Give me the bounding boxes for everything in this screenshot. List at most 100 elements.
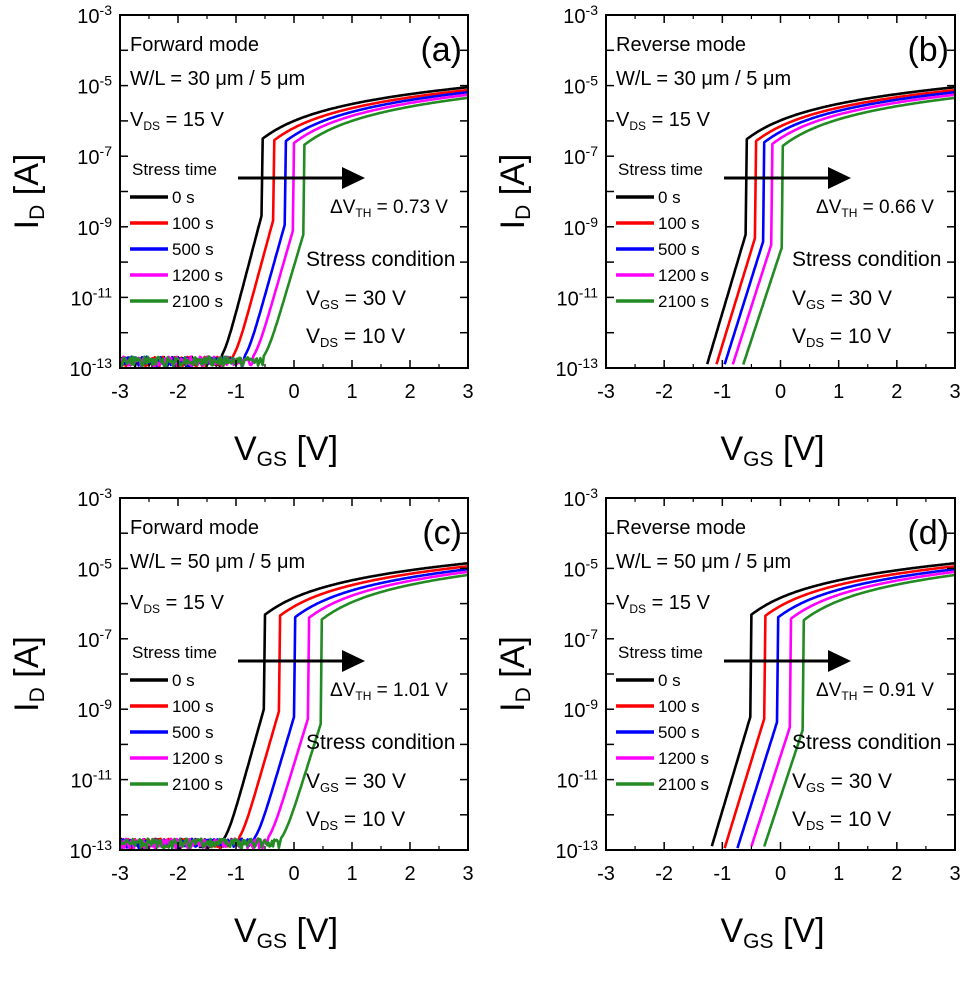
y-tick-base: 10 xyxy=(77,218,99,240)
legend-entry: 2100 s xyxy=(172,775,223,794)
stress-vgs-label: VGS = 30 V xyxy=(792,287,892,312)
y-tick-exponent: -5 xyxy=(586,72,599,88)
text-part: DS xyxy=(320,818,338,833)
y-tick-base: 10 xyxy=(563,218,585,240)
y-tick-base: 10 xyxy=(77,700,99,722)
mode-label: Reverse mode xyxy=(616,34,746,56)
text-part: V xyxy=(306,325,320,348)
y-axis-label: ID [A] xyxy=(8,154,49,230)
x-tick-label: 3 xyxy=(949,381,960,403)
text-part: = 1.01 V xyxy=(371,680,448,701)
y-tick-exponent: -3 xyxy=(586,2,599,18)
x-axis-label-rest: [V] xyxy=(774,912,825,950)
y-axis-label-rest: [A] xyxy=(8,154,46,205)
y-tick-label: 10-3 xyxy=(563,485,598,511)
x-tick-label: -2 xyxy=(169,863,187,885)
stress-vgs-label: VGS = 30 V xyxy=(306,287,406,312)
y-tick-label: 10-13 xyxy=(70,355,113,381)
x-tick-label: -1 xyxy=(227,381,245,403)
x-tick-label: -1 xyxy=(713,863,731,885)
text-part: V xyxy=(792,770,806,793)
y-tick-exponent: -3 xyxy=(100,485,113,501)
y-tick-base: 10 xyxy=(563,630,585,652)
legend-entry: 100 s xyxy=(172,697,214,716)
legend-title: Stress time xyxy=(132,643,217,662)
chart-panel-c: -3 -2 -1 0 1 2 310-1310-1110-910-710-510-3VGS … xyxy=(8,485,474,954)
y-tick-base: 10 xyxy=(77,6,99,28)
y-tick-base: 10 xyxy=(556,359,578,381)
y-tick-base: 10 xyxy=(77,630,99,652)
vds-label: VDS = 15 V xyxy=(616,109,711,133)
stress-vgs-label: VGS = 30 V xyxy=(792,770,892,795)
text-part: DS xyxy=(143,119,160,133)
y-tick-base: 10 xyxy=(71,288,93,310)
y-tick-exponent: -11 xyxy=(93,766,112,782)
stress-vds-label: VDS = 10 V xyxy=(306,808,405,833)
text-part: V xyxy=(130,109,144,131)
y-tick-exponent: -7 xyxy=(100,143,113,159)
y-tick-label: 10-7 xyxy=(77,143,112,169)
panel-label: (b) xyxy=(907,31,949,69)
x-axis-label: VGS [V] xyxy=(720,912,824,953)
legend-entry: 0 s xyxy=(658,188,681,207)
y-tick-label: 10-7 xyxy=(563,143,598,169)
x-axis-label-rest: [V] xyxy=(774,430,825,468)
y-tick-exponent: -3 xyxy=(100,2,113,18)
y-tick-base: 10 xyxy=(563,489,585,511)
y-tick-label: 10-3 xyxy=(77,2,112,28)
panel-label: (c) xyxy=(422,514,462,552)
legend-entry: 100 s xyxy=(658,214,700,233)
chart-panel-b: -3 -2 -1 0 1 2 310-1310-1110-910-710-510-3VGS … xyxy=(494,2,961,472)
y-tick-base: 10 xyxy=(556,841,578,863)
series-line-0s xyxy=(705,85,955,365)
y-axis-label-rest: [A] xyxy=(494,154,532,205)
legend-entry: 2100 s xyxy=(658,292,709,311)
y-axis-label: ID [A] xyxy=(494,154,535,230)
text-part: TH xyxy=(355,689,371,703)
y-tick-base: 10 xyxy=(563,6,585,28)
y-tick-exponent: -13 xyxy=(578,355,598,371)
y-tick-exponent: -11 xyxy=(579,766,598,782)
x-tick-label: 0 xyxy=(775,863,786,885)
text-part: = 30 V xyxy=(339,770,406,793)
shift-arrow-head xyxy=(342,167,365,189)
x-axis-label-sub: GS xyxy=(257,930,287,953)
text-part: V xyxy=(616,592,630,614)
y-tick-label: 10-11 xyxy=(557,284,599,310)
text-part: TH xyxy=(841,689,857,703)
y-tick-exponent: -11 xyxy=(579,284,598,300)
x-axis-label: VGS [V] xyxy=(234,912,338,953)
text-part: V xyxy=(130,592,144,614)
x-axis-label-rest: [V] xyxy=(287,912,338,950)
wl-label: W/L = 50 μm / 5 μm xyxy=(616,551,791,573)
text-part: DS xyxy=(320,335,338,350)
x-tick-label: -3 xyxy=(111,863,129,885)
text-part: = 30 V xyxy=(825,287,892,310)
x-tick-label: -2 xyxy=(655,863,673,885)
text-part: = 15 V xyxy=(160,109,225,131)
text-part: = 30 V xyxy=(339,287,406,310)
x-tick-label: -1 xyxy=(227,863,245,885)
x-tick-label: 1 xyxy=(833,863,844,885)
y-axis-label-rest: [A] xyxy=(494,636,532,687)
wl-label: W/L = 50 μm / 5 μm xyxy=(130,551,305,573)
x-axis-label-main: V xyxy=(234,912,257,950)
y-tick-label: 10-5 xyxy=(563,72,598,98)
x-tick-label: -3 xyxy=(597,863,615,885)
legend-entry: 0 s xyxy=(172,188,195,207)
y-tick-label: 10-5 xyxy=(77,555,112,581)
y-tick-label: 10-13 xyxy=(70,837,113,863)
shift-arrow-head xyxy=(342,650,365,672)
stress-condition-title: Stress condition xyxy=(792,731,941,754)
x-axis-label-sub: GS xyxy=(743,448,773,471)
y-tick-label: 10-13 xyxy=(556,355,599,381)
y-axis-label: ID [A] xyxy=(494,636,535,712)
wl-label: W/L = 30 μm / 5 μm xyxy=(616,68,791,90)
chart-panel-a: -3 -2 -1 0 1 2 310-1310-1110-910-710-510-3VGS … xyxy=(8,2,474,472)
y-axis-label-sub: D xyxy=(512,205,535,220)
text-part: V xyxy=(306,287,320,310)
text-part: GS xyxy=(320,780,339,795)
x-axis-label-sub: GS xyxy=(257,448,287,471)
y-axis-label: ID [A] xyxy=(8,636,49,712)
text-part: = 10 V xyxy=(338,325,405,348)
